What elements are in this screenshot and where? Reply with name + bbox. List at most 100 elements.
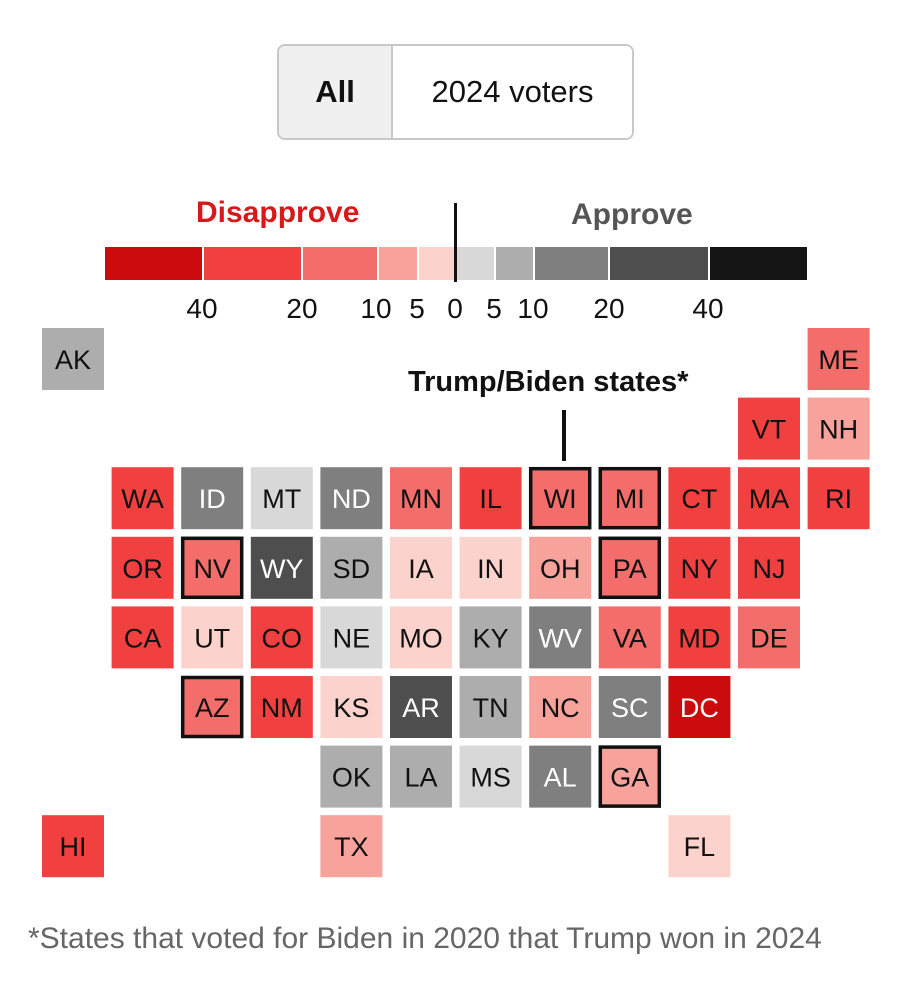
state-label-ne: NE — [333, 623, 371, 653]
state-tile-id — [181, 467, 244, 530]
state-tile-vt — [738, 397, 800, 460]
legend-segment-d3 — [204, 247, 301, 280]
state-label-al: AL — [544, 763, 577, 793]
state-tile-ne — [320, 606, 383, 669]
state-label-ny: NY — [681, 554, 719, 584]
legend-tick-label: 40 — [186, 293, 217, 324]
state-tile-nd — [320, 467, 383, 530]
state-tile-va — [598, 606, 661, 669]
state-tile-in — [459, 536, 522, 599]
state-label-oh: OH — [540, 554, 581, 584]
state-label-fl: FL — [684, 832, 716, 862]
state-label-nv: NV — [193, 554, 231, 584]
2024-voters-toggle-button[interactable]: 2024 voters — [393, 46, 632, 138]
legend-tick-label: 5 — [409, 293, 425, 324]
state-tile-mo — [390, 606, 452, 669]
state-label-mi: MI — [615, 484, 645, 514]
state-tile-ms — [459, 745, 522, 808]
state-tile-mt — [250, 467, 313, 530]
state-label-ok: OK — [332, 763, 371, 793]
state-tile-sc — [598, 676, 661, 738]
state-tile-ny — [668, 536, 731, 599]
legend-tick-label: 0 — [447, 293, 463, 324]
state-tile-il — [459, 467, 522, 530]
state-tile-or — [111, 536, 174, 599]
state-tile-nh — [807, 397, 870, 460]
state-label-me: ME — [818, 345, 859, 375]
state-label-hi: HI — [60, 832, 87, 862]
flip-state-outline-wi — [528, 466, 592, 530]
state-tile-ky — [459, 606, 522, 669]
state-label-nh: NH — [819, 415, 858, 445]
legend-segment-a3 — [610, 247, 708, 280]
state-label-ak: AK — [55, 345, 91, 375]
state-label-sc: SC — [611, 693, 649, 723]
legend-disapprove-label: Disapprove — [196, 196, 360, 229]
flip-state-outline-nv — [180, 536, 244, 600]
state-tile-az — [181, 676, 244, 738]
legend-segment-d0 — [419, 247, 455, 280]
legend-segment-d2 — [303, 247, 377, 280]
state-label-sd: SD — [333, 554, 371, 584]
state-tile-tx — [320, 815, 383, 878]
state-label-ca: CA — [124, 623, 162, 653]
legend-zero-line — [454, 203, 457, 282]
state-label-ky: KY — [473, 623, 509, 653]
footnote: *States that voted for Biden in 2020 tha… — [28, 922, 822, 955]
state-label-ar: AR — [402, 693, 440, 723]
flip-state-outline-pa — [598, 536, 662, 600]
legend-segment-a0 — [457, 247, 494, 280]
state-label-va: VA — [613, 623, 647, 653]
state-label-co: CO — [262, 623, 303, 653]
state-label-wi: WI — [544, 484, 577, 514]
legend-segment-a4 — [710, 247, 807, 280]
state-tile-pa — [598, 536, 661, 599]
trump-biden-states-label: Trump/Biden states* — [408, 366, 689, 398]
state-label-wv: WV — [538, 623, 582, 653]
state-label-ma: MA — [749, 484, 790, 514]
flip-state-outline-mi — [598, 466, 662, 530]
state-tile-dc — [668, 676, 731, 738]
state-label-ga: GA — [610, 763, 649, 793]
legend-tick-label: 10 — [360, 293, 391, 324]
legend-tick-label: 5 — [486, 293, 502, 324]
state-tile-ri — [807, 467, 870, 530]
state-label-in: IN — [477, 554, 504, 584]
state-tile-nv — [181, 536, 244, 599]
state-tile-oh — [529, 536, 592, 599]
state-label-nd: ND — [332, 484, 371, 514]
state-label-vt: VT — [752, 415, 787, 445]
state-label-wa: WA — [121, 484, 164, 514]
state-tile-sd — [320, 536, 383, 599]
state-label-il: IL — [479, 484, 502, 514]
state-tile-nj — [738, 536, 800, 599]
legend-segment-d1 — [379, 247, 417, 280]
state-label-tn: TN — [473, 693, 509, 723]
legend-tick-label: 10 — [517, 293, 548, 324]
state-tile-fl — [668, 815, 731, 878]
legend-segment-a1 — [496, 247, 533, 280]
state-tile-ma — [738, 467, 800, 530]
state-label-ct: CT — [681, 484, 717, 514]
legend-segment-a2 — [535, 247, 608, 280]
state-label-mn: MN — [400, 484, 442, 514]
legend-tick-label: 40 — [692, 293, 723, 324]
state-label-la: LA — [404, 763, 437, 793]
state-label-ks: KS — [333, 693, 369, 723]
state-label-mo: MO — [399, 623, 443, 653]
state-label-mt: MT — [262, 484, 301, 514]
state-label-nc: NC — [541, 693, 580, 723]
state-tile-al — [529, 745, 592, 808]
state-label-nm: NM — [261, 693, 303, 723]
legend-segment-d4 — [105, 247, 202, 280]
state-tile-ks — [320, 676, 383, 738]
all-toggle-button[interactable]: All — [279, 46, 393, 138]
state-tile-nm — [250, 676, 313, 738]
trump-biden-pointer-line — [562, 410, 566, 461]
state-tile-wv — [529, 606, 592, 669]
state-tile-la — [390, 745, 452, 808]
state-label-wy: WY — [260, 554, 304, 584]
state-tile-nc — [529, 676, 592, 738]
state-label-ri: RI — [825, 484, 852, 514]
state-tile-ca — [111, 606, 174, 669]
